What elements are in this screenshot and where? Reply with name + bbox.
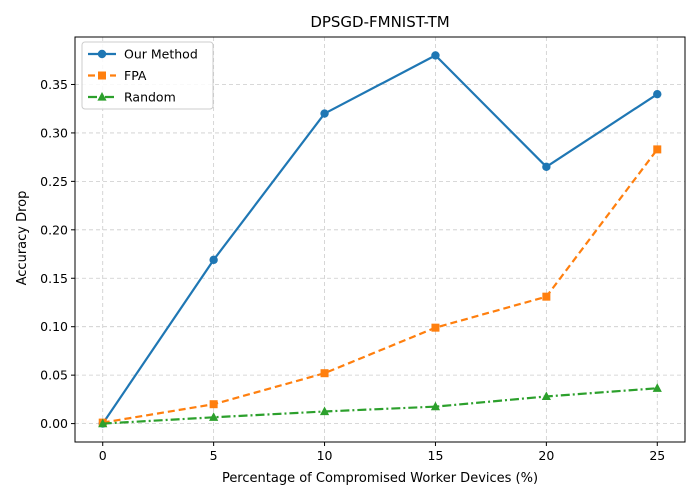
legend-entry: Random bbox=[88, 90, 176, 105]
x-tick-label: 15 bbox=[428, 448, 444, 463]
data-point bbox=[209, 400, 218, 409]
x-axis: 0 5 10 15 20 25 bbox=[99, 442, 665, 463]
legend-box bbox=[81, 41, 214, 110]
plot-area bbox=[74, 36, 686, 443]
x-tick-label: 0 bbox=[99, 448, 107, 463]
series-fpa bbox=[98, 145, 662, 427]
legend: Our Method FPA Random bbox=[81, 41, 214, 110]
series-line bbox=[102, 148, 659, 424]
data-point bbox=[431, 323, 440, 332]
y-tick-label: 0.30 bbox=[40, 125, 68, 140]
y-tick-label: 0.15 bbox=[40, 271, 68, 286]
legend-label: Random bbox=[124, 90, 176, 105]
data-point bbox=[98, 71, 106, 80]
x-axis-label: Percentage of Compromised Worker Devices… bbox=[222, 471, 538, 486]
series-random bbox=[98, 383, 662, 428]
data-point bbox=[431, 51, 440, 60]
x-tick-label: 25 bbox=[649, 448, 665, 463]
y-tick-label: 0.05 bbox=[40, 368, 68, 383]
data-point bbox=[652, 383, 662, 392]
series-line bbox=[101, 54, 658, 425]
data-point bbox=[319, 406, 330, 416]
data-point bbox=[653, 145, 662, 154]
data-point bbox=[209, 412, 219, 421]
y-tick-label: 0.20 bbox=[40, 222, 68, 237]
y-tick-label: 0.25 bbox=[40, 174, 68, 189]
legend-label: Our Method bbox=[124, 47, 198, 62]
data-point bbox=[320, 109, 329, 118]
series-our-method bbox=[98, 51, 662, 428]
data-point bbox=[542, 162, 551, 172]
legend-label: FPA bbox=[124, 68, 147, 83]
y-axis-label: Accuracy Drop bbox=[15, 191, 30, 286]
y-tick-label: 0.10 bbox=[40, 319, 68, 334]
data-point bbox=[320, 369, 329, 378]
data-point bbox=[97, 49, 107, 59]
x-tick-label: 20 bbox=[538, 448, 554, 463]
data-point bbox=[653, 89, 662, 99]
legend-entry: FPA bbox=[88, 68, 147, 83]
y-axis: 0.00 0.05 0.10 0.15 0.20 0.25 0.30 0.35 bbox=[40, 77, 75, 431]
legend-entry: Our Method bbox=[88, 47, 198, 62]
y-tick-label: 0.35 bbox=[40, 77, 68, 92]
x-tick-label: 10 bbox=[317, 448, 333, 463]
series-line bbox=[102, 387, 658, 425]
data-point bbox=[209, 255, 218, 265]
data-point bbox=[430, 401, 441, 411]
data-point bbox=[97, 92, 107, 101]
chart-title: DPSGD-FMNIST-TM bbox=[310, 13, 449, 31]
data-point bbox=[542, 292, 551, 301]
data-point bbox=[541, 391, 551, 401]
series-group bbox=[98, 51, 662, 428]
data-point bbox=[98, 418, 108, 428]
y-tick-label: 0.00 bbox=[40, 416, 68, 431]
x-tick-label: 5 bbox=[210, 448, 218, 463]
